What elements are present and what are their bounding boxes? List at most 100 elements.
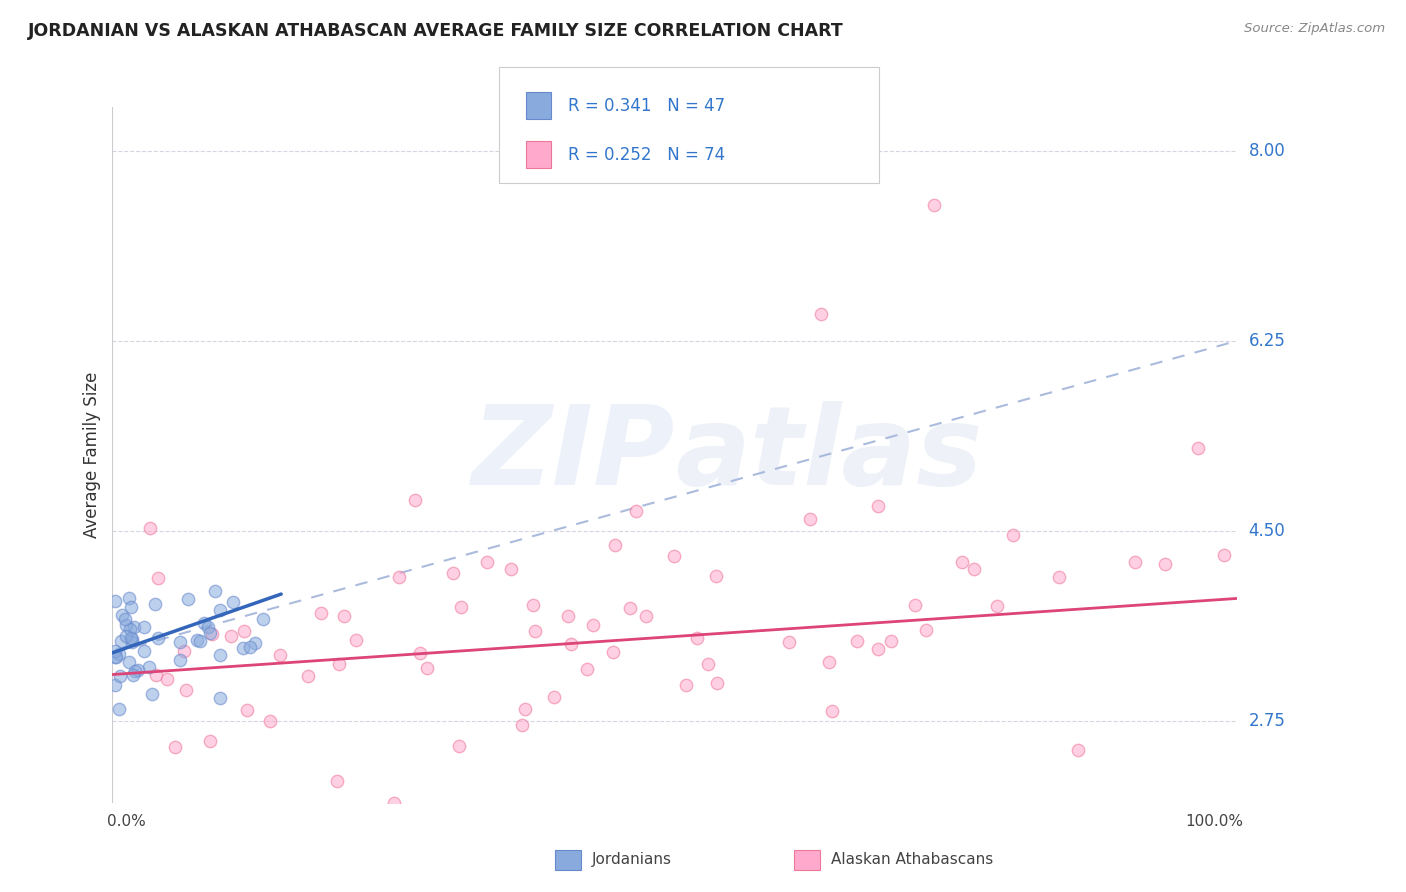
Point xyxy=(605,538,627,552)
Point xyxy=(866,499,889,513)
Point xyxy=(121,632,143,646)
Point xyxy=(169,635,191,649)
Point xyxy=(1154,557,1177,571)
Point xyxy=(1123,555,1146,569)
Point xyxy=(177,592,200,607)
Text: 100.0%: 100.0% xyxy=(1185,814,1243,829)
Point xyxy=(120,631,142,645)
Point xyxy=(269,648,291,662)
Point xyxy=(388,569,411,583)
Point xyxy=(243,636,266,650)
Point xyxy=(120,622,142,636)
Point xyxy=(104,650,127,665)
Point xyxy=(328,657,350,671)
Point xyxy=(477,555,499,569)
Point xyxy=(198,733,221,747)
Text: 0.0%: 0.0% xyxy=(107,814,146,829)
Point xyxy=(1002,527,1025,541)
Point xyxy=(122,668,145,682)
Point xyxy=(495,812,517,826)
Point xyxy=(686,632,709,646)
Text: Alaskan Athabascans: Alaskan Athabascans xyxy=(831,853,993,867)
Point xyxy=(209,603,232,617)
Point xyxy=(127,663,149,677)
Point xyxy=(817,655,839,669)
Point xyxy=(132,619,155,633)
Point xyxy=(523,624,546,638)
Point xyxy=(1067,743,1090,757)
Point xyxy=(1047,569,1070,583)
Point xyxy=(165,739,187,754)
Point xyxy=(634,608,657,623)
Text: R = 0.341   N = 47: R = 0.341 N = 47 xyxy=(568,96,725,114)
Text: Source: ZipAtlas.com: Source: ZipAtlas.com xyxy=(1244,22,1385,36)
Point xyxy=(146,571,169,585)
Point xyxy=(221,629,243,643)
Point xyxy=(208,690,231,705)
Point xyxy=(204,584,226,599)
Point xyxy=(197,620,219,634)
Point xyxy=(104,644,127,658)
Point xyxy=(169,653,191,667)
Point xyxy=(200,625,222,640)
Point xyxy=(145,668,167,682)
Point xyxy=(626,504,648,518)
Point xyxy=(986,599,1008,613)
Point xyxy=(515,702,537,716)
Point xyxy=(222,594,245,608)
Point xyxy=(188,634,211,648)
Point xyxy=(252,612,274,626)
Point xyxy=(176,683,198,698)
Point xyxy=(821,704,844,718)
Point xyxy=(118,655,141,669)
Point xyxy=(675,678,697,692)
Point xyxy=(879,634,901,648)
Point xyxy=(344,632,367,647)
Point xyxy=(118,591,141,606)
Point xyxy=(104,678,127,692)
Point xyxy=(914,623,936,637)
Point xyxy=(441,566,464,580)
Point xyxy=(799,512,821,526)
Point xyxy=(706,569,728,583)
Text: atlas: atlas xyxy=(675,401,983,508)
Point xyxy=(173,644,195,658)
Point xyxy=(115,617,138,632)
Point xyxy=(664,549,686,563)
Point xyxy=(450,599,472,614)
Point xyxy=(499,562,522,576)
Point xyxy=(200,627,222,641)
Point xyxy=(122,620,145,634)
Point xyxy=(105,650,128,665)
Point xyxy=(560,636,582,650)
Point xyxy=(134,644,156,658)
Point xyxy=(522,598,544,612)
Point xyxy=(148,632,170,646)
Point xyxy=(121,635,143,649)
Point xyxy=(697,657,720,672)
Point xyxy=(846,634,869,648)
Point xyxy=(124,664,146,678)
Point xyxy=(120,600,142,615)
Point xyxy=(208,648,231,662)
Point xyxy=(810,307,832,321)
Point xyxy=(108,668,131,682)
Point xyxy=(104,594,127,608)
Point xyxy=(110,633,132,648)
Text: ZIP: ZIP xyxy=(471,401,675,508)
Point xyxy=(108,702,131,716)
Point xyxy=(138,660,160,674)
Point xyxy=(233,624,256,638)
Point xyxy=(449,739,471,753)
Point xyxy=(270,829,292,843)
Point xyxy=(409,646,432,660)
Point xyxy=(156,672,179,686)
Point xyxy=(114,629,136,643)
Text: R = 0.252   N = 74: R = 0.252 N = 74 xyxy=(568,146,725,164)
Point xyxy=(382,796,405,810)
Point xyxy=(904,598,927,612)
Point xyxy=(139,521,162,535)
Point xyxy=(1187,441,1209,455)
Point xyxy=(510,718,533,732)
Point xyxy=(309,607,332,621)
